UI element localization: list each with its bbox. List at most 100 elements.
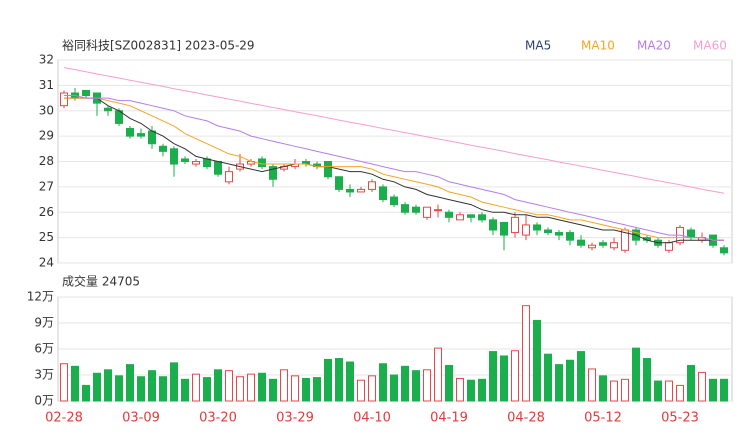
candle-body bbox=[434, 209, 442, 212]
candle-body bbox=[588, 244, 596, 249]
volume-bar bbox=[280, 369, 288, 402]
volume-bar bbox=[566, 359, 574, 402]
volume-bar bbox=[82, 384, 90, 402]
ma-line bbox=[63, 67, 725, 194]
volume-bar bbox=[335, 358, 343, 402]
volume-bar bbox=[203, 377, 211, 402]
volume-bar bbox=[302, 377, 310, 402]
candle-body bbox=[555, 232, 563, 236]
volume-bar bbox=[104, 369, 112, 402]
y-tick-label: 0万 bbox=[34, 394, 54, 408]
volume-bar bbox=[533, 319, 541, 402]
y-tick-label: 29 bbox=[39, 129, 54, 143]
volume-bar bbox=[478, 378, 486, 402]
volume-bar bbox=[170, 362, 178, 402]
candle-body bbox=[346, 188, 354, 193]
volume-bar bbox=[60, 363, 68, 402]
legend-label: MA10 bbox=[581, 39, 615, 53]
volume-bar bbox=[412, 370, 420, 402]
volume-bar bbox=[555, 364, 563, 402]
y-tick-label: 32 bbox=[39, 53, 54, 67]
x-tick-label: 04-19 bbox=[430, 411, 468, 426]
candle-body bbox=[577, 239, 585, 246]
x-tick-label: 02-28 bbox=[45, 411, 83, 426]
candle-body bbox=[500, 221, 508, 236]
volume-bar bbox=[654, 380, 662, 402]
candle-body bbox=[148, 130, 156, 145]
volume-bar bbox=[236, 376, 244, 402]
volume-bar bbox=[610, 380, 618, 402]
volume-bar bbox=[313, 377, 321, 402]
legend-label: MA60 bbox=[693, 39, 727, 53]
volume-bar bbox=[126, 364, 134, 402]
volume-bar bbox=[324, 358, 332, 402]
volume-bar bbox=[247, 373, 255, 402]
y-tick-label: 31 bbox=[39, 78, 54, 92]
y-tick-label: 27 bbox=[39, 179, 54, 193]
volume-bar bbox=[93, 372, 101, 402]
candle-body bbox=[82, 89, 90, 97]
volume-bar bbox=[456, 377, 464, 402]
candle-body bbox=[170, 148, 178, 165]
candle-body bbox=[203, 158, 211, 168]
y-tick-label: 3万 bbox=[34, 368, 54, 382]
chart-title: 裕同科技[SZ002831] 2023-05-29 bbox=[62, 38, 255, 53]
volume-bar bbox=[511, 350, 519, 402]
volume-bar bbox=[148, 370, 156, 402]
volume-bar bbox=[181, 378, 189, 402]
candle-body bbox=[357, 188, 365, 193]
volume-bar bbox=[599, 375, 607, 402]
volume-bar bbox=[225, 370, 233, 402]
candle-body bbox=[401, 204, 409, 213]
y-tick-label: 24 bbox=[39, 256, 54, 270]
volume-bar bbox=[192, 373, 200, 402]
volume-bar bbox=[159, 376, 167, 402]
volume-bar bbox=[522, 305, 530, 402]
volume-bar bbox=[434, 347, 442, 402]
volume-bar bbox=[368, 375, 376, 402]
candle-body bbox=[181, 158, 189, 162]
y-tick-label: 25 bbox=[39, 230, 54, 244]
volume-bar bbox=[346, 361, 354, 402]
volume-bar bbox=[137, 376, 145, 402]
candle-body bbox=[159, 145, 167, 152]
candle-body bbox=[192, 161, 200, 165]
ma-line bbox=[64, 97, 724, 244]
volume-bar bbox=[665, 380, 673, 402]
volume-bar bbox=[544, 353, 552, 402]
x-tick-label: 03-20 bbox=[199, 411, 237, 426]
candle-body bbox=[489, 219, 497, 231]
candle-body bbox=[104, 107, 112, 112]
y-tick-label: 9万 bbox=[34, 316, 54, 330]
y-tick-label: 6万 bbox=[34, 342, 54, 356]
candle-body bbox=[467, 214, 475, 218]
volume-bar bbox=[500, 355, 508, 402]
volume-bar bbox=[379, 363, 387, 402]
volume-bar bbox=[632, 347, 640, 402]
volume-bar bbox=[621, 378, 629, 402]
volume-bar bbox=[643, 358, 651, 402]
volume-bar bbox=[258, 372, 266, 402]
candle-body bbox=[126, 128, 134, 137]
volume-bar bbox=[698, 371, 706, 402]
volume-bar bbox=[214, 369, 222, 402]
y-tick-label: 12万 bbox=[27, 290, 54, 304]
legend-label: MA5 bbox=[525, 39, 551, 53]
candle-body bbox=[610, 242, 618, 249]
volume-bar bbox=[676, 384, 684, 402]
ma-line bbox=[64, 97, 724, 241]
candle-body bbox=[60, 92, 68, 107]
candle-body bbox=[258, 158, 266, 168]
candle-body bbox=[522, 224, 530, 236]
volume-bar bbox=[467, 379, 475, 402]
candle-body bbox=[137, 133, 145, 137]
candle-body bbox=[269, 166, 277, 180]
candle-body bbox=[335, 176, 343, 190]
volume-bar bbox=[709, 378, 717, 402]
candle-body bbox=[390, 196, 398, 206]
y-tick-label: 28 bbox=[39, 154, 54, 168]
ma-line bbox=[64, 95, 724, 241]
candle-body bbox=[368, 181, 376, 190]
candle-body bbox=[687, 229, 695, 239]
candle-body bbox=[566, 232, 574, 241]
